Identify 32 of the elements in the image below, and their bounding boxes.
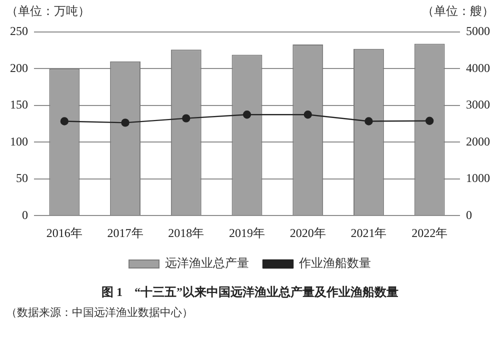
y2-tick-label: 4000 <box>466 60 490 75</box>
y-tick-label: 200 <box>10 60 28 75</box>
y-tick-label: 100 <box>10 134 28 148</box>
y2-tick-label: 2000 <box>466 134 490 148</box>
y2-tick-label: 5000 <box>466 24 490 38</box>
point <box>242 110 252 119</box>
point <box>425 116 434 125</box>
point <box>182 114 190 122</box>
y2-axis-title: （单位：艘） <box>422 4 494 18</box>
y-tick-label: 0 <box>22 208 28 222</box>
text: 图 1 “十三五”以来中国远洋渔业总产量及作业渔船数量 <box>100 284 400 301</box>
point <box>121 118 130 127</box>
y-tick-label: 150 <box>10 98 28 112</box>
y-tick-label: 50 <box>16 171 28 186</box>
y-tick-label: 250 <box>10 24 28 38</box>
legend-label: 远洋渔业总产量 <box>165 256 249 270</box>
x-tick-label: 2022年 <box>412 226 448 240</box>
legend-label: 作业渔船数量 <box>298 256 371 270</box>
x-tick-label: 2020年 <box>290 226 326 240</box>
x-tick-label: 2019年 <box>229 226 265 240</box>
y-axis-title: （单位：万吨） <box>6 4 90 18</box>
x-tick-label: 2016年 <box>46 226 82 240</box>
x-tick-label: 2018年 <box>168 226 204 240</box>
x-tick-label: 2017年 <box>107 226 144 240</box>
x-tick-label: 2021年 <box>350 226 387 240</box>
y2-tick-label: 0 <box>466 208 472 222</box>
text: （数据来源：中国远洋渔业数据中心） <box>6 306 194 320</box>
y2-tick-label: 3000 <box>466 98 490 112</box>
point <box>304 110 312 119</box>
point <box>60 117 69 126</box>
point <box>364 117 373 126</box>
y2-tick-label: 1000 <box>466 171 490 186</box>
